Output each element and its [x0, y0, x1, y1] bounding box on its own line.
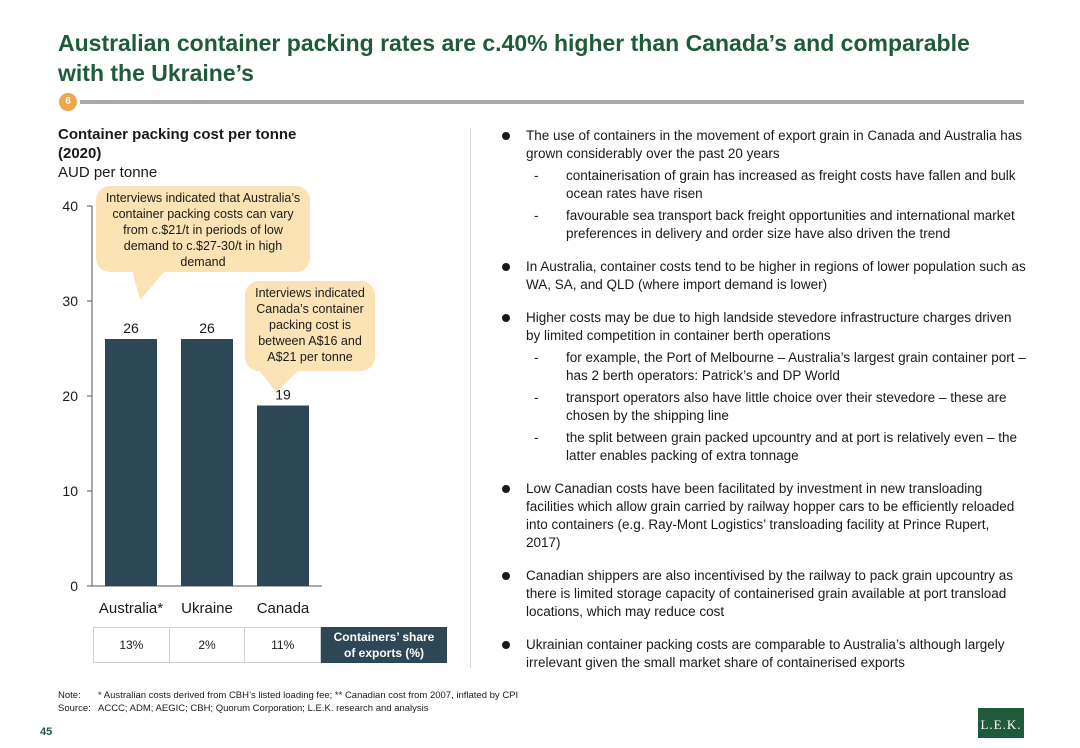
- bullet-item: Canadian shippers are also incentivised …: [498, 567, 1026, 621]
- page-number: 45: [40, 726, 53, 738]
- share-cell-australia: 13%: [94, 628, 170, 662]
- callout-canada: Interviews indicated Canada’s container …: [245, 281, 375, 371]
- bullet-dot: [502, 263, 510, 271]
- note-text: * Australian costs derived from CBH’s li…: [98, 690, 519, 701]
- bar: [105, 339, 157, 586]
- lek-logo: L.E.K.: [978, 708, 1024, 738]
- sub-text: for example, the Port of Melbourne – Aus…: [566, 350, 1026, 383]
- category-label: Canada: [257, 600, 310, 617]
- bullet-text: Low Canadian costs have been facilitated…: [526, 481, 1015, 550]
- callout-australia: Interviews indicated that Australia’s co…: [96, 186, 310, 272]
- share-label-line1: Containers’ share: [333, 630, 435, 644]
- sub-text: containerisation of grain has increased …: [566, 168, 1016, 201]
- sub-item: - the split between grain packed upcountr…: [498, 429, 1026, 465]
- sub-item: - transport operators also have little ch…: [498, 389, 1026, 425]
- bullet-dot: [502, 314, 510, 322]
- bullet-dot: [502, 641, 510, 649]
- dash: -: [534, 430, 539, 445]
- bullet-dot: [502, 132, 510, 140]
- footnote: Note: * Australian costs derived from CBH…: [58, 689, 958, 715]
- bullet-text: The use of containers in the movement of…: [526, 128, 1023, 161]
- bar-value-label: 26: [199, 320, 215, 336]
- category-label: Ukraine: [181, 600, 233, 617]
- share-cell-ukraine: 2%: [170, 628, 246, 662]
- y-tick-label: 40: [62, 198, 78, 214]
- bullet-item: Higher costs may be due to high landside…: [498, 309, 1026, 345]
- dash: -: [534, 390, 539, 405]
- sub-text: the split between grain packed upcountry…: [566, 430, 1018, 463]
- source-text: ACCC; ADM; AEGIC; CBH; Quorum Corporatio…: [98, 703, 429, 714]
- category-label: Australia*: [99, 600, 163, 617]
- chart-ylabel: AUD per tonne: [58, 164, 158, 181]
- column-divider: [470, 128, 471, 668]
- bullet-item: In Australia, container costs tend to be…: [498, 258, 1026, 294]
- y-tick-label: 20: [62, 388, 78, 404]
- y-tick-label: 10: [62, 483, 78, 499]
- dash: -: [534, 208, 539, 223]
- share-label-line2: of exports (%): [343, 646, 424, 660]
- sub-text: transport operators also have little cho…: [566, 390, 1007, 423]
- bar: [257, 405, 309, 586]
- bullet-dot: [502, 485, 510, 493]
- dash: -: [534, 168, 539, 183]
- bullet-item: Low Canadian costs have been facilitated…: [498, 480, 1026, 552]
- bullet-text: Canadian shippers are also incentivised …: [526, 568, 1014, 619]
- share-table: 13% 2% 11%: [93, 627, 321, 663]
- section-badge: 6: [59, 93, 77, 111]
- chart-title-line2: (2020): [58, 145, 102, 162]
- note-label: Note:: [58, 690, 81, 701]
- sub-item: - favourable sea transport back freight o…: [498, 207, 1026, 243]
- bullet-list: The use of containers in the movement of…: [498, 127, 1026, 672]
- bullet-item: Ukrainian container packing costs are co…: [498, 636, 1026, 672]
- bullet-dot: [502, 572, 510, 580]
- slide-title: Australian container packing rates are c…: [58, 30, 970, 86]
- chart-title-line1: Container packing cost per tonne: [58, 126, 297, 143]
- bullet-item: The use of containers in the movement of…: [498, 127, 1026, 163]
- y-tick-label: 0: [70, 578, 78, 594]
- bar-value-label: 19: [275, 387, 291, 403]
- dash: -: [534, 350, 539, 365]
- share-cell-canada: 11%: [271, 638, 295, 652]
- chart-title: Container packing cost per tonne (2020): [58, 125, 388, 163]
- bullet-text: Ukrainian container packing costs are co…: [526, 637, 1005, 670]
- sub-text: favourable sea transport back freight op…: [566, 208, 1015, 241]
- y-tick-label: 30: [62, 293, 78, 309]
- callout-pointer-australia: [132, 270, 166, 300]
- bar: [181, 339, 233, 586]
- share-table-label: Containers’ share of exports (%): [321, 627, 447, 663]
- sub-item: - containerisation of grain has increased…: [498, 167, 1026, 203]
- sub-item: - for example, the Port of Melbourne – Au…: [498, 349, 1026, 385]
- callout-pointer-canada: [258, 369, 300, 392]
- bullet-text: Higher costs may be due to high landside…: [526, 310, 1012, 343]
- bullet-text: In Australia, container costs tend to be…: [526, 259, 1026, 292]
- bar-value-label: 26: [123, 320, 139, 336]
- title-rule: [80, 100, 1024, 104]
- source-label: Source:: [58, 703, 91, 714]
- bar-chart: 0 10 20 30 40 26 Australia* 26 Ukraine 19 Canada: [62, 198, 322, 617]
